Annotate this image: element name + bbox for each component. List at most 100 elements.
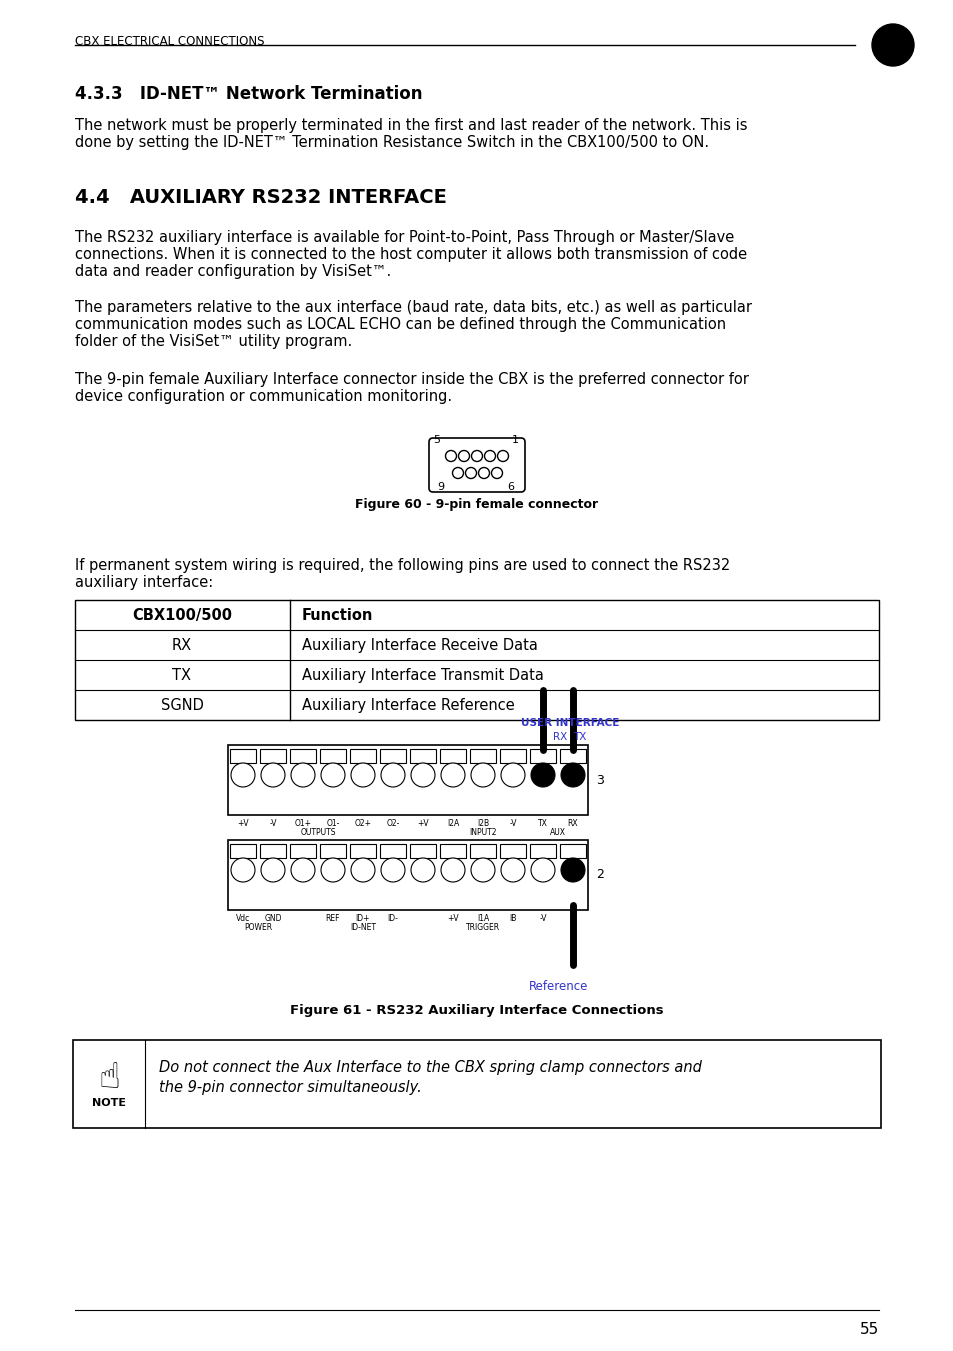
Bar	[410, 748, 436, 763]
Circle shape	[261, 858, 285, 882]
Circle shape	[380, 763, 405, 788]
Circle shape	[411, 763, 435, 788]
Text: +V: +V	[237, 819, 249, 828]
Bar	[75, 600, 878, 720]
Text: RX: RX	[553, 732, 566, 742]
Circle shape	[320, 858, 345, 882]
Text: The 9-pin female Auxiliary Interface connector inside the CBX is the preferred c: The 9-pin female Auxiliary Interface con…	[75, 372, 748, 386]
Text: ID-: ID-	[387, 915, 398, 923]
Circle shape	[560, 763, 584, 788]
Text: CBX100/500: CBX100/500	[132, 608, 232, 623]
Circle shape	[560, 858, 584, 882]
Circle shape	[411, 858, 435, 882]
Circle shape	[320, 763, 345, 788]
Text: O1-: O1-	[326, 819, 339, 828]
Text: The parameters relative to the aux interface (baud rate, data bits, etc.) as wel: The parameters relative to the aux inter…	[75, 300, 751, 315]
Text: the 9-pin connector simultaneously.: the 9-pin connector simultaneously.	[159, 1079, 421, 1096]
Bar	[230, 748, 255, 763]
Text: Auxiliary Interface Receive Data: Auxiliary Interface Receive Data	[302, 638, 537, 653]
Bar	[530, 748, 556, 763]
Text: -V: -V	[269, 819, 276, 828]
Circle shape	[478, 467, 489, 478]
Text: INPUT2: INPUT2	[469, 828, 497, 838]
Text: I1A: I1A	[476, 915, 489, 923]
Text: communication modes such as LOCAL ECHO can be defined through the Communication: communication modes such as LOCAL ECHO c…	[75, 317, 725, 332]
Text: 4.4   AUXILIARY RS232 INTERFACE: 4.4 AUXILIARY RS232 INTERFACE	[75, 188, 446, 207]
Text: 55: 55	[859, 1323, 878, 1337]
Text: 1: 1	[511, 435, 518, 444]
Circle shape	[465, 467, 476, 478]
Text: ID-NET: ID-NET	[350, 923, 375, 932]
Bar	[73, 1040, 880, 1128]
Circle shape	[440, 763, 464, 788]
Text: IB: IB	[509, 915, 517, 923]
Text: auxiliary interface:: auxiliary interface:	[75, 576, 213, 590]
Circle shape	[471, 858, 495, 882]
Text: +V: +V	[416, 819, 428, 828]
Text: 6: 6	[507, 482, 514, 492]
Text: O1+: O1+	[294, 819, 312, 828]
Text: Do not connect the Aux Interface to the CBX spring clamp connectors and: Do not connect the Aux Interface to the …	[159, 1061, 701, 1075]
Text: USER INTERFACE: USER INTERFACE	[520, 717, 618, 728]
Circle shape	[380, 858, 405, 882]
Circle shape	[531, 858, 555, 882]
Text: data and reader configuration by VisiSet™.: data and reader configuration by VisiSet…	[75, 263, 391, 280]
Text: folder of the VisiSet™ utility program.: folder of the VisiSet™ utility program.	[75, 334, 352, 349]
Text: GND: GND	[264, 915, 281, 923]
Circle shape	[497, 450, 508, 462]
Text: I2A: I2A	[446, 819, 458, 828]
Text: Reference: Reference	[528, 979, 587, 993]
Text: Auxiliary Interface Reference: Auxiliary Interface Reference	[302, 698, 515, 713]
Circle shape	[261, 763, 285, 788]
Bar	[439, 844, 465, 858]
Text: 4: 4	[885, 35, 899, 54]
Text: I2B: I2B	[476, 819, 489, 828]
Bar	[260, 844, 286, 858]
Circle shape	[484, 450, 495, 462]
Text: +V: +V	[447, 915, 458, 923]
Circle shape	[458, 450, 469, 462]
Text: 5: 5	[433, 435, 440, 444]
Bar	[290, 748, 315, 763]
Text: -V: -V	[509, 819, 517, 828]
Circle shape	[471, 450, 482, 462]
Bar	[439, 748, 465, 763]
Bar	[499, 748, 525, 763]
Text: SGND: SGND	[160, 698, 203, 713]
Text: Function: Function	[302, 608, 373, 623]
Text: If permanent system wiring is required, the following pins are used to connect t: If permanent system wiring is required, …	[75, 558, 729, 573]
Bar	[499, 844, 525, 858]
Text: O2+: O2+	[355, 819, 371, 828]
Text: connections. When it is connected to the host computer it allows both transmissi: connections. When it is connected to the…	[75, 247, 746, 262]
Circle shape	[471, 763, 495, 788]
Text: OUTPUTS: OUTPUTS	[300, 828, 335, 838]
Text: RX: RX	[567, 819, 578, 828]
Text: device configuration or communication monitoring.: device configuration or communication mo…	[75, 389, 452, 404]
Text: POWER: POWER	[244, 923, 272, 932]
FancyBboxPatch shape	[429, 438, 524, 492]
Circle shape	[445, 450, 456, 462]
Text: 4.3.3   ID-NET™ Network Termination: 4.3.3 ID-NET™ Network Termination	[75, 85, 422, 103]
Text: NOTE: NOTE	[91, 1098, 126, 1108]
Circle shape	[351, 858, 375, 882]
Text: ☝: ☝	[98, 1061, 120, 1096]
Bar	[290, 844, 315, 858]
Circle shape	[871, 24, 913, 66]
Bar	[379, 748, 406, 763]
Text: 3: 3	[596, 774, 603, 786]
Circle shape	[291, 858, 314, 882]
Text: TX: TX	[172, 667, 192, 684]
Text: O2-: O2-	[386, 819, 399, 828]
Text: -V: -V	[538, 915, 546, 923]
Text: ID+: ID+	[355, 915, 370, 923]
Bar	[470, 844, 496, 858]
Bar	[260, 748, 286, 763]
Text: TX: TX	[537, 819, 547, 828]
Bar	[319, 844, 346, 858]
Text: The network must be properly terminated in the first and last reader of the netw: The network must be properly terminated …	[75, 118, 747, 132]
Text: Vdc: Vdc	[235, 915, 250, 923]
Text: RX: RX	[172, 638, 192, 653]
Circle shape	[291, 763, 314, 788]
Bar	[350, 748, 375, 763]
Text: CBX ELECTRICAL CONNECTIONS: CBX ELECTRICAL CONNECTIONS	[75, 35, 264, 49]
